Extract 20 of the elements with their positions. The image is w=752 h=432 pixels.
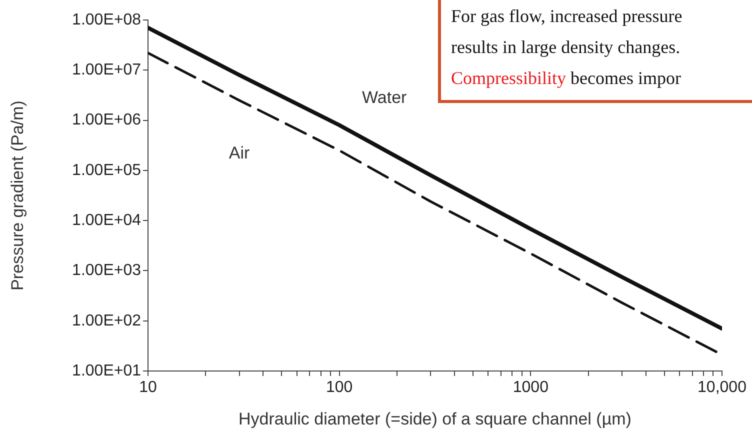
y-tick-label: 1.00E+06: [72, 112, 142, 129]
series-label: Water: [362, 88, 408, 108]
annotation: Compressibility becomes impor: [451, 67, 682, 90]
y-axis-title: Pressure gradient (Pa/m): [8, 100, 27, 290]
x-axis-title: Hydraulic diameter (=side) of a square channel (µm): [238, 409, 632, 428]
y-tick-label: 1.00E+02: [72, 312, 142, 330]
y-tick-label: 1.00E+05: [72, 162, 142, 179]
x-tick-label: 100: [326, 379, 353, 396]
y-tick-label: 1.00E+07: [72, 62, 142, 79]
y-tick-label: 1.00E+08: [72, 11, 142, 28]
x-tick-label: 1000: [512, 379, 549, 396]
x-tick-label: 10: [139, 379, 157, 396]
annotation: results in large density changes.: [451, 36, 682, 59]
series-label: Air: [228, 143, 250, 162]
y-tick-label: 1.00E+04: [72, 212, 142, 229]
annotation: For gas flow, increased pressure: [451, 5, 684, 28]
y-tick-label: 1.00E+03: [72, 262, 142, 280]
callout-box: For gas flow, increased pressure results in large density changes. Compressibility becomes impor: [438, 0, 752, 103]
x-tick-label: 10,000: [698, 379, 747, 396]
y-tick-label: 1.00E+01: [72, 362, 142, 380]
